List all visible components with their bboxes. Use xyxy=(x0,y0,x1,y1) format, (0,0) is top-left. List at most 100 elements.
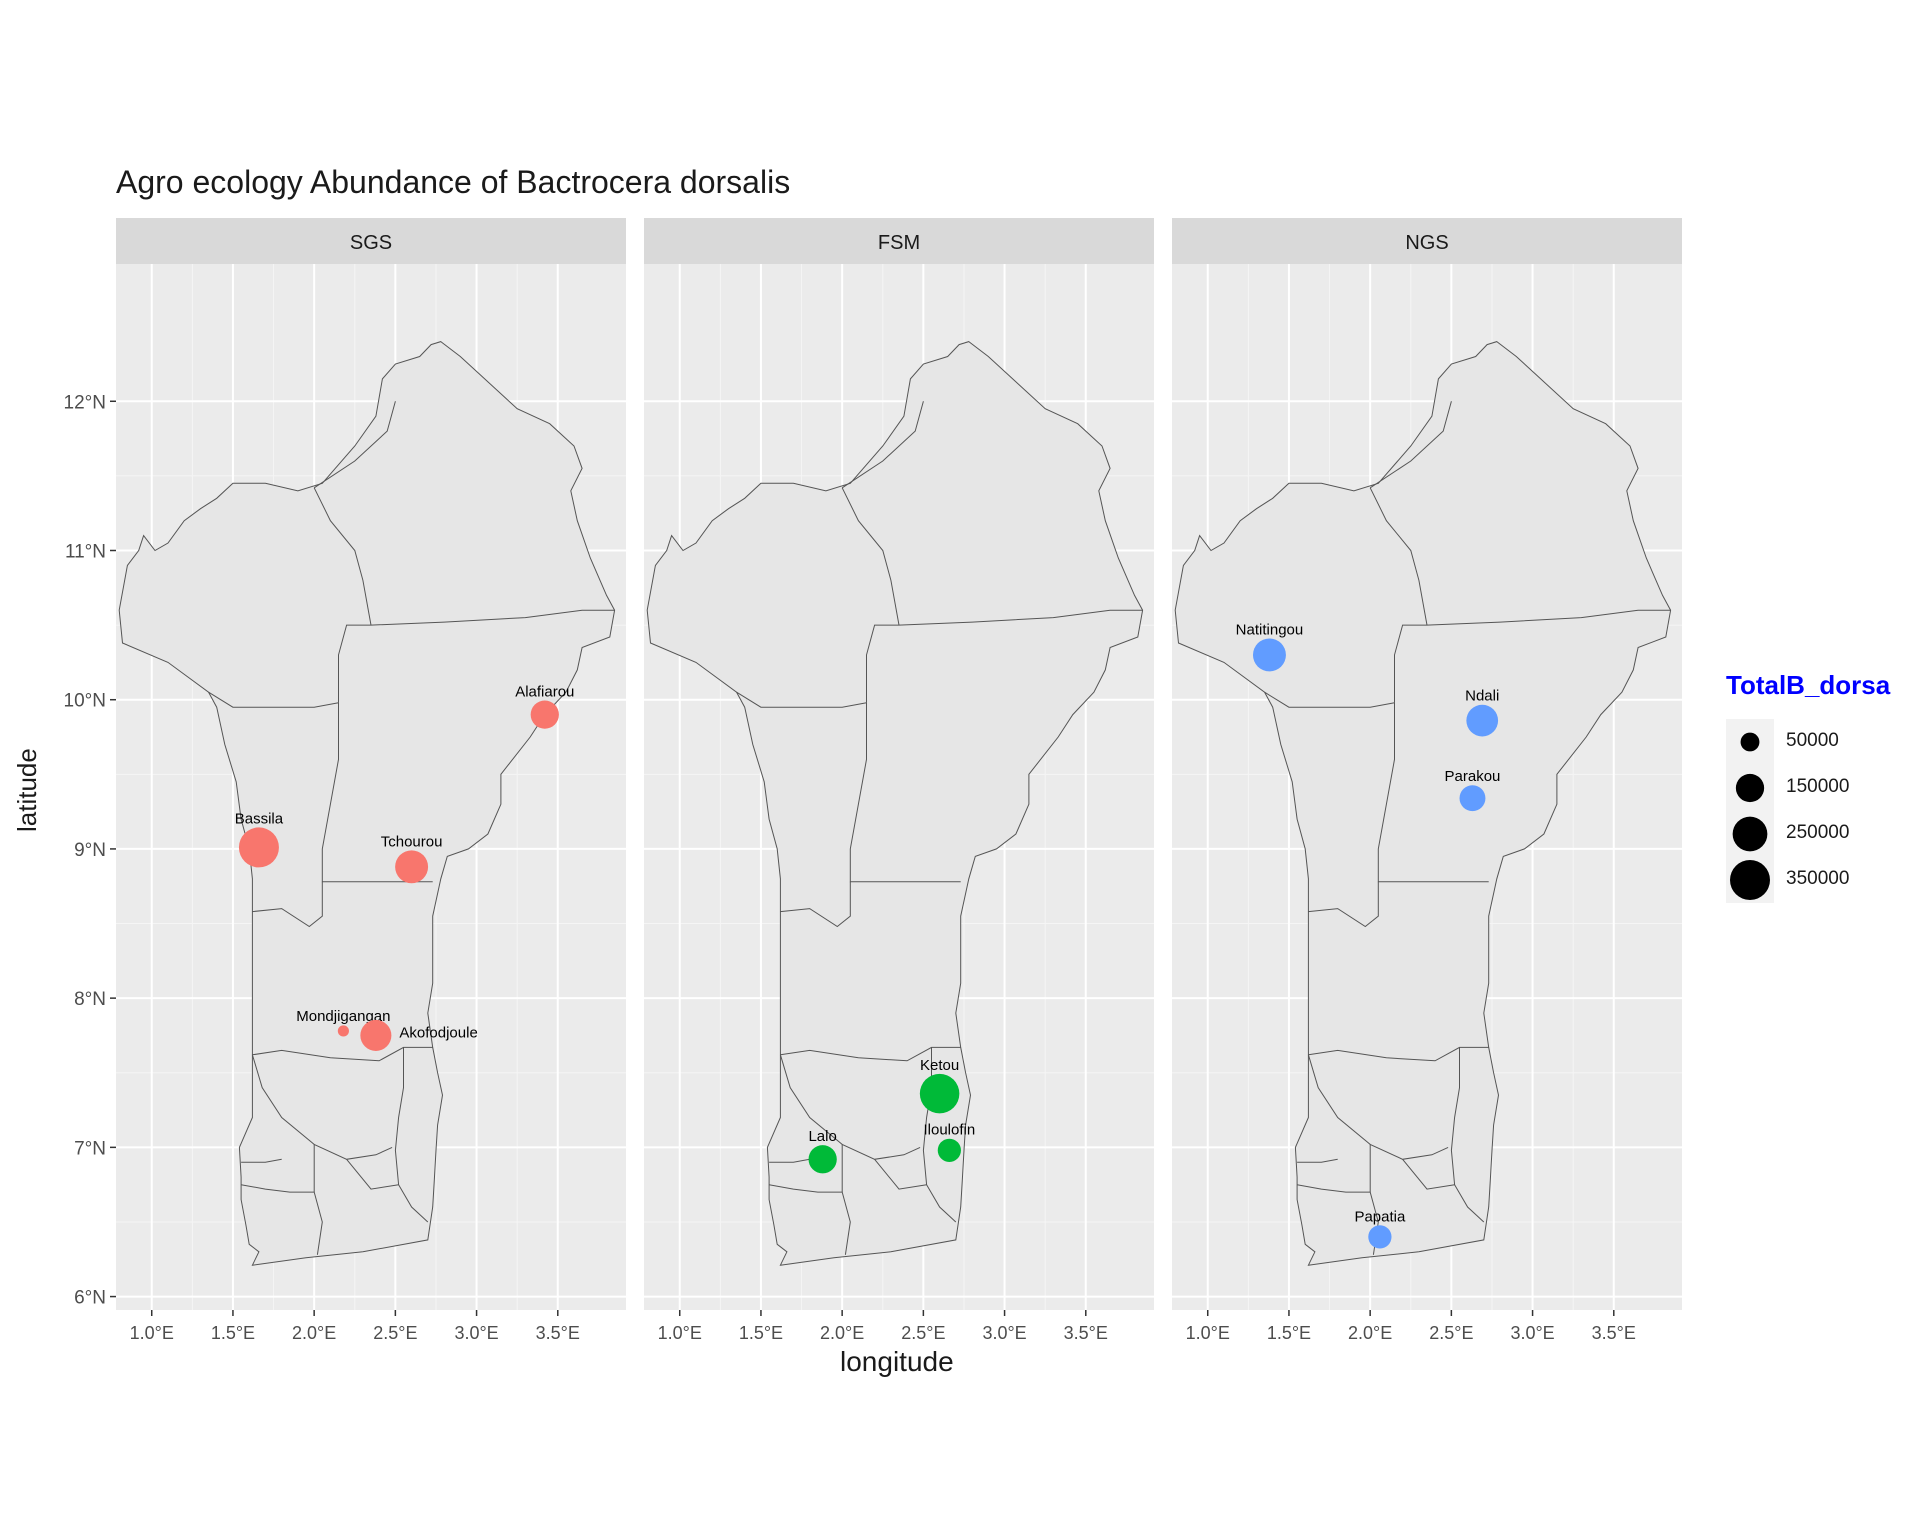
department-boundary xyxy=(1450,1047,1485,1223)
point-ketou xyxy=(919,1073,960,1114)
x-tick-label: 2.0°E xyxy=(1348,1323,1392,1343)
facet-sgs: SGS 1.0°E 1.5°E 2.0°E 2.5°E 3.0°E 3.5°E 6°N 7°N 8… xyxy=(64,218,626,1343)
size-legend: TotalB_dorsa 50000 150000 250000 350000 xyxy=(1726,670,1890,909)
legend-symbol xyxy=(1732,816,1768,852)
x-tick-label: 2.0°E xyxy=(292,1323,336,1343)
department-boundary xyxy=(874,1158,927,1190)
point-lalo xyxy=(808,1145,837,1174)
x-tick-label: 1.0°E xyxy=(1186,1323,1230,1343)
legend-key xyxy=(1726,765,1774,811)
y-tick-label: 9°N xyxy=(74,840,106,861)
department-boundary xyxy=(849,702,961,883)
legend-entry-label: 250000 xyxy=(1786,822,1850,843)
facet-fsm: FSM 1.0°E 1.5°E 2.0°E 2.5°E 3.0°E 3.5°E Ketou La… xyxy=(644,218,1154,1343)
x-tick-label: 1.5°E xyxy=(1267,1323,1311,1343)
country-outline xyxy=(1174,341,1672,1266)
department-boundary xyxy=(780,1046,961,1062)
y-tick-label: 8°N xyxy=(74,989,106,1010)
department-boundary xyxy=(208,691,339,708)
x-tick-label: 2.5°E xyxy=(373,1323,417,1343)
facet-strip xyxy=(644,218,1154,264)
point-tchourou xyxy=(395,850,429,884)
department-boundary xyxy=(252,881,323,928)
legend-symbol xyxy=(1730,860,1770,900)
country-outline xyxy=(646,341,1144,1266)
y-tick-label: 6°N xyxy=(74,1288,106,1309)
department-boundary xyxy=(769,1158,810,1163)
y-tick-label: 10°N xyxy=(64,691,106,712)
legend-entry-label: 50000 xyxy=(1786,730,1839,751)
point-ndali xyxy=(1466,704,1499,737)
point-bassila xyxy=(238,827,279,868)
legend-entry-label: 350000 xyxy=(1786,868,1850,889)
department-boundary xyxy=(841,487,900,626)
x-tick-label: 3.0°E xyxy=(454,1323,498,1343)
point-label-bassila: Bassila xyxy=(235,810,284,827)
point-natitingou xyxy=(1252,638,1286,672)
point-label-parakou: Parakou xyxy=(1445,768,1501,785)
x-tick-label: 3.5°E xyxy=(536,1323,580,1343)
y-tick-label: 11°N xyxy=(65,541,106,562)
x-tick-label: 1.0°E xyxy=(658,1323,702,1343)
point-akofodjoule xyxy=(360,1019,392,1051)
point-mondjigangan xyxy=(337,1025,349,1037)
department-boundary xyxy=(1402,1158,1455,1190)
point-label-mondjigangan: Mondjigangan xyxy=(296,1008,390,1025)
x-tick-label: 1.0°E xyxy=(130,1323,174,1343)
legend-key xyxy=(1726,811,1774,857)
department-boundary xyxy=(313,401,396,489)
department-boundary xyxy=(252,1046,433,1062)
department-boundary xyxy=(1308,881,1379,928)
point-label-alafiarou: Alafiarou xyxy=(515,684,574,701)
department-boundary xyxy=(338,609,615,703)
legend-key xyxy=(1726,857,1774,903)
x-tick-label: 1.5°E xyxy=(211,1323,255,1343)
x-tick-label: 3.5°E xyxy=(1064,1323,1108,1343)
facet-strip xyxy=(1172,218,1682,264)
point-label-akofodjoule: Akofodjoule xyxy=(399,1024,477,1041)
y-tick-label: 12°N xyxy=(64,392,106,413)
point-label-ndali: Ndali xyxy=(1465,688,1499,705)
y-axis-label: latitude xyxy=(12,748,42,832)
legend-keys: 50000 150000 250000 350000 xyxy=(1726,719,1890,909)
x-tick-label: 3.0°E xyxy=(1510,1323,1554,1343)
department-boundary xyxy=(321,702,433,883)
department-boundary xyxy=(394,1047,429,1223)
department-boundary xyxy=(1297,1158,1338,1163)
x-tick-label: 2.5°E xyxy=(901,1323,945,1343)
x-tick-label: 2.0°E xyxy=(820,1323,864,1343)
department-boundary xyxy=(241,1158,282,1163)
x-tick-label: 3.5°E xyxy=(1592,1323,1636,1343)
facet-strip xyxy=(116,218,626,264)
country-outline xyxy=(118,341,616,1266)
point-label-tchourou: Tchourou xyxy=(381,833,443,850)
department-boundary xyxy=(769,1184,851,1255)
department-boundary xyxy=(1308,1046,1489,1062)
facet-strip-label: FSM xyxy=(878,232,920,254)
department-boundary xyxy=(241,1184,323,1255)
point-label-natitingou: Natitingou xyxy=(1236,621,1304,638)
department-boundary xyxy=(780,881,851,928)
x-tick-label: 2.5°E xyxy=(1429,1323,1473,1343)
department-boundary xyxy=(1264,691,1395,708)
legend-key xyxy=(1726,719,1774,765)
x-tick-label: 3.0°E xyxy=(982,1323,1026,1343)
point-iloulofin xyxy=(937,1138,961,1162)
y-tick-label: 7°N xyxy=(74,1138,106,1159)
department-boundary xyxy=(1369,401,1452,489)
legend-entry-label: 150000 xyxy=(1786,776,1850,797)
x-axis-label: longitude xyxy=(840,1346,954,1377)
department-boundary xyxy=(313,487,372,626)
point-label-ketou: Ketou xyxy=(920,1057,959,1074)
department-boundary xyxy=(841,401,924,489)
chart-title: Agro ecology Abundance of Bactrocera dor… xyxy=(116,164,791,200)
point-label-papatia: Papatia xyxy=(1354,1208,1406,1225)
legend-symbol xyxy=(1740,732,1760,752)
department-boundary xyxy=(346,1158,399,1190)
legend-title: TotalB_dorsa xyxy=(1726,670,1891,700)
point-label-lalo: Lalo xyxy=(808,1128,836,1145)
department-boundary xyxy=(1394,609,1671,703)
x-tick-label: 1.5°E xyxy=(739,1323,783,1343)
legend-symbol xyxy=(1735,773,1765,803)
point-papatia xyxy=(1368,1225,1392,1249)
